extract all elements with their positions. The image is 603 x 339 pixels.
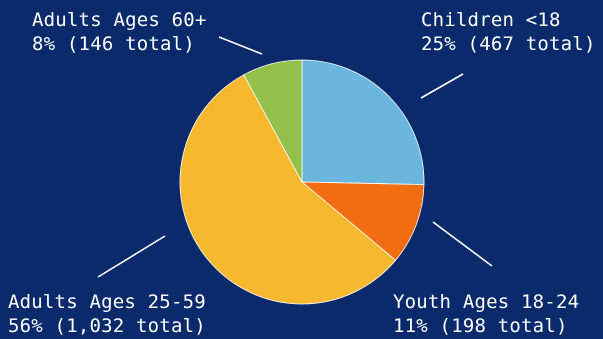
slice-adults-25-59 bbox=[179, 74, 397, 305]
label-children-value: 25% (467 total) bbox=[421, 33, 596, 55]
label-adults-25-59-name: Adults Ages 25-59 bbox=[8, 291, 206, 313]
slice-children bbox=[301, 59, 425, 186]
leader-line-adults-25-59 bbox=[97, 235, 166, 278]
label-youth-value: 11% (198 total) bbox=[393, 315, 568, 337]
label-adults-60-plus-name: Adults Ages 60+ bbox=[32, 9, 207, 31]
label-youth-name: Youth Ages 18-24 bbox=[393, 291, 580, 313]
slice-adults-60-plus bbox=[243, 59, 303, 183]
leader-line-adults-60-plus bbox=[218, 36, 263, 55]
leader-line-youth bbox=[432, 221, 493, 267]
label-youth: Youth Ages 18-24 11% (198 total) bbox=[393, 290, 579, 338]
label-adults-60-plus-value: 8% (146 total) bbox=[32, 33, 195, 55]
label-adults-25-59-value: 56% (1,032 total) bbox=[8, 315, 206, 337]
label-adults-25-59: Adults Ages 25-59 56% (1,032 total) bbox=[8, 290, 206, 338]
label-adults-60-plus: Adults Ages 60+ 8% (146 total) bbox=[32, 8, 207, 56]
label-children-name: Children <18 bbox=[421, 9, 561, 31]
leader-line-children bbox=[420, 73, 464, 99]
label-children: Children <18 25% (467 total) bbox=[421, 8, 596, 56]
slice-youth bbox=[300, 181, 425, 261]
